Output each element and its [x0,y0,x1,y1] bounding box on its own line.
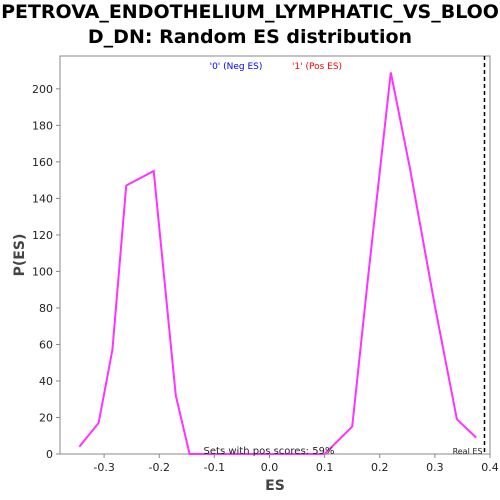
x-tick-label: -0.1 [204,461,225,474]
y-tick-label: 140 [32,192,53,205]
x-tick-label: 0.2 [371,461,389,474]
y-tick-label: 120 [32,229,53,242]
legend-neg-label: '0' (Neg ES) [210,62,263,72]
x-axis-title: ES [265,478,285,494]
y-tick-label: 20 [39,411,53,424]
chart-title-line-1: PETROVA_ENDOTHELIUM_LYMPHATIC_VS_BLOO [1,1,499,23]
axes: -0.3 -0.2 -0.1 0.0 0.1 0.2 0.3 0.4 0 20 40 60 80 100 1… [32,83,499,474]
real-es-label: Real ES [453,447,483,456]
y-tick-label: 200 [32,83,53,96]
es-distribution-line [78,72,477,455]
x-tick-label: 0.0 [261,461,279,474]
x-tick-label: 0.3 [426,461,444,474]
chart-title: PETROVA_ENDOTHELIUM_LYMPHATIC_VS_BLOO D_… [0,0,500,50]
y-tick-label: 60 [39,338,53,351]
legend-pos-label: '1' (Pos ES) [292,62,342,72]
x-tick-label: -0.2 [148,461,169,474]
y-tick-label: 80 [39,302,53,315]
y-tick-label: 0 [46,448,53,461]
y-tick-label: 100 [32,265,53,278]
y-tick-label: 180 [32,119,53,132]
plot-area [59,55,491,455]
pos-scores-annotation: Sets with pos scores: 59% [204,446,335,457]
x-tick-label: 0.1 [316,461,334,474]
x-tick-label: 0.4 [481,461,499,474]
y-tick-label: 160 [32,156,53,169]
series-marks [78,56,486,455]
chart-title-line-2: D_DN: Random ES distribution [87,26,413,48]
x-tick-label: -0.3 [93,461,114,474]
y-axis-title: P(ES) [12,234,28,277]
y-tick-label: 40 [39,375,53,388]
